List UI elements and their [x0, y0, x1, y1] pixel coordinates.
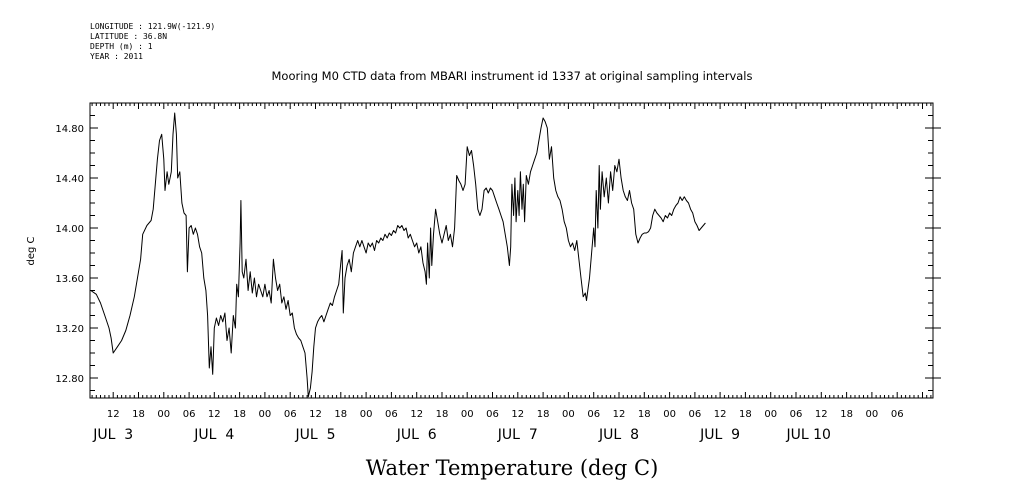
- x-tick-label: 18: [334, 409, 347, 420]
- x-day-label: JUL 3: [92, 427, 133, 443]
- x-tick-label: 00: [259, 409, 272, 420]
- x-tick-label: 12: [208, 409, 221, 420]
- y-tick-label: 14.80: [55, 124, 84, 135]
- x-tick-label: 06: [183, 409, 196, 420]
- metadata-line-year: YEAR : 2011: [90, 52, 143, 61]
- x-tick-label: 06: [385, 409, 398, 420]
- x-tick-label: 18: [638, 409, 651, 420]
- metadata-line-longitude: LONGITUDE : 121.9W(-121.9): [90, 22, 216, 31]
- x-tick-label: 18: [436, 409, 449, 420]
- x-tick-label: 00: [562, 409, 575, 420]
- x-day-label: JUL 9: [699, 427, 740, 443]
- x-tick-label: 06: [689, 409, 702, 420]
- x-tick-label: 18: [537, 409, 550, 420]
- x-tick-label: 00: [461, 409, 474, 420]
- x-day-label: JUL 7: [497, 427, 538, 443]
- x-day-label: JUL 10: [785, 427, 830, 443]
- x-tick-label: 06: [486, 409, 499, 420]
- x-tick-label: 12: [511, 409, 524, 420]
- x-day-label: JUL 4: [193, 427, 234, 443]
- x-tick-label: 00: [866, 409, 879, 420]
- y-tick-label: 14.40: [55, 174, 84, 185]
- x-axis-label: Water Temperature (deg C): [366, 456, 659, 480]
- x-tick-label: 00: [157, 409, 170, 420]
- x-tick-label: 12: [613, 409, 626, 420]
- x-tick-label: 12: [107, 409, 120, 420]
- metadata-block: LONGITUDE : 121.9W(-121.9) LATITUDE : 36…: [90, 22, 215, 62]
- x-tick-label: 12: [714, 409, 727, 420]
- x-day-label: JUL 8: [598, 427, 639, 443]
- x-tick-label: 18: [233, 409, 246, 420]
- x-tick-label: 06: [891, 409, 904, 420]
- x-tick-label: 12: [410, 409, 423, 420]
- chart-title: Mooring M0 CTD data from MBARI instrumen…: [272, 69, 753, 83]
- x-tick-label: 06: [284, 409, 297, 420]
- x-tick-label: 00: [360, 409, 373, 420]
- plot-frame: [89, 102, 934, 399]
- x-tick-label: 00: [764, 409, 777, 420]
- y-axis-label: deg C: [26, 236, 37, 265]
- metadata-line-latitude: LATITUDE : 36.8N: [90, 32, 168, 41]
- x-tick-label: 06: [790, 409, 803, 420]
- x-tick-label: 18: [840, 409, 853, 420]
- y-tick-label: 14.00: [55, 224, 84, 235]
- x-tick-label: 00: [663, 409, 676, 420]
- y-tick-label: 12.80: [55, 374, 84, 385]
- x-day-label: JUL 6: [396, 427, 437, 443]
- x-tick-label: 12: [815, 409, 828, 420]
- y-tick-label: 13.20: [55, 324, 84, 335]
- x-tick-label: 06: [587, 409, 600, 420]
- x-day-label: JUL 5: [295, 427, 336, 443]
- metadata-line-depth: DEPTH (m) : 1: [90, 42, 153, 51]
- y-tick-label: 13.60: [55, 274, 84, 285]
- x-tick-label: 18: [739, 409, 752, 420]
- temperature-series-line: [90, 112, 706, 398]
- x-tick-label: 12: [309, 409, 322, 420]
- x-tick-label: 18: [132, 409, 145, 420]
